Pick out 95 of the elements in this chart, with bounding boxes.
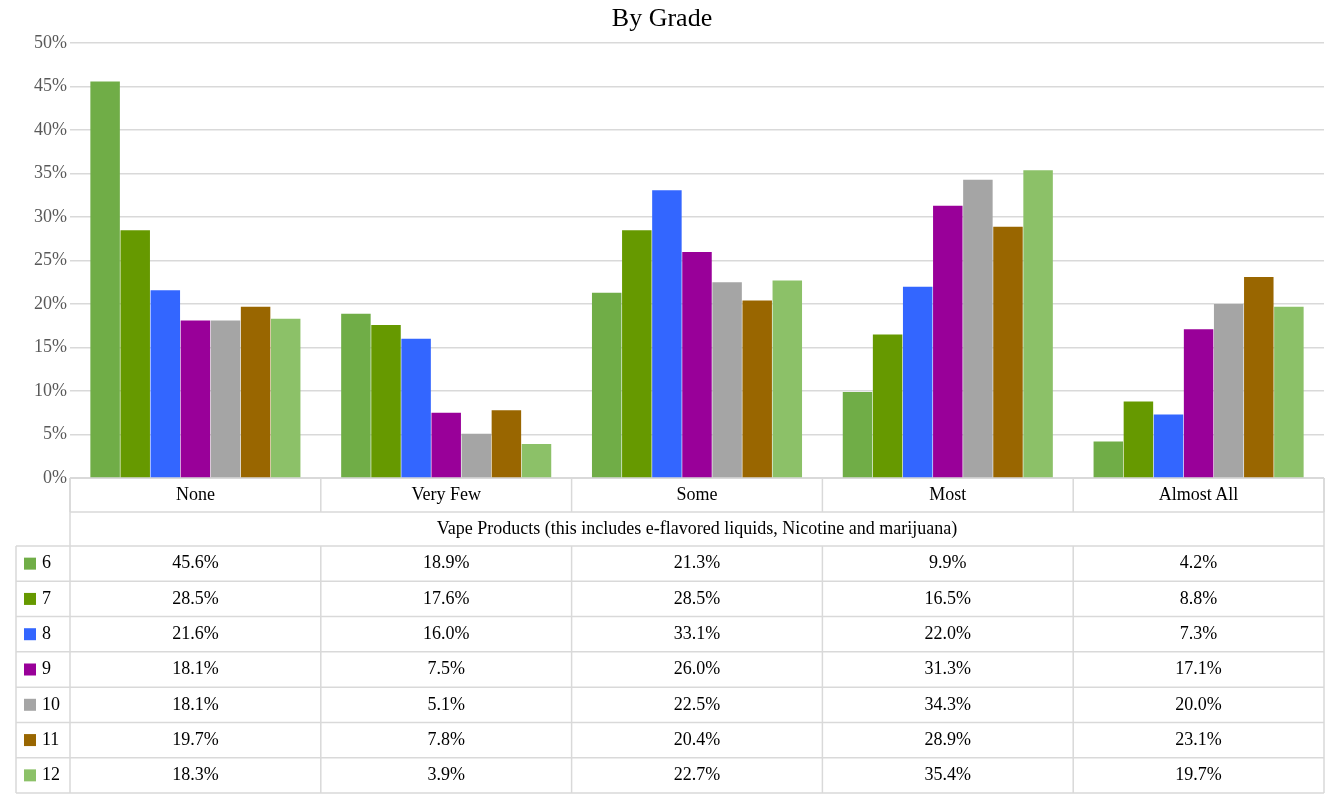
y-tick-label: 45% [34, 75, 67, 96]
bar [902, 286, 933, 478]
bar [120, 230, 150, 478]
bar [591, 292, 622, 478]
data-label: 28.5% [172, 587, 219, 608]
legend-label: 9 [42, 658, 51, 679]
y-tick-label: 20% [34, 292, 67, 313]
data-label: 20.0% [1175, 693, 1222, 714]
y-tick-label: 15% [34, 336, 67, 357]
bar [90, 81, 120, 478]
bar [1183, 329, 1214, 478]
y-tick-label: 0% [43, 466, 67, 487]
data-label: 45.6% [172, 552, 219, 573]
data-label: 18.3% [172, 764, 219, 785]
data-label: 9.9% [929, 552, 967, 573]
data-label: 21.3% [673, 552, 721, 573]
bar [1274, 306, 1304, 478]
data-label: 19.7% [1175, 764, 1222, 785]
legend-label: 8 [42, 622, 51, 643]
data-label: 5.1% [427, 693, 465, 714]
bar [461, 433, 492, 478]
y-tick-label: 40% [34, 118, 67, 139]
data-label: 17.6% [422, 587, 470, 608]
bar [652, 190, 682, 478]
bar [1213, 304, 1244, 478]
data-label: 22.7% [673, 764, 721, 785]
bar [180, 320, 211, 478]
data-label: 34.3% [924, 693, 972, 714]
bar [240, 306, 271, 478]
bar [491, 410, 522, 478]
data-label: 18.1% [172, 658, 219, 679]
bar [933, 205, 963, 478]
bar [341, 313, 371, 478]
data-label: 16.5% [924, 587, 972, 608]
bar [993, 226, 1023, 478]
data-label: 26.0% [673, 658, 721, 679]
bar [401, 338, 431, 478]
bar [742, 300, 772, 478]
data-label: 22.5% [673, 693, 721, 714]
bar [521, 444, 552, 478]
data-label: 23.1% [1175, 728, 1222, 749]
data-label: 35.4% [924, 764, 972, 785]
data-label: 28.9% [924, 728, 972, 749]
y-tick-label: 30% [34, 205, 67, 226]
data-label: 18.1% [172, 693, 219, 714]
data-label: 7.8% [427, 728, 465, 749]
data-label: 18.9% [422, 552, 470, 573]
x-tick-label: None [175, 483, 215, 504]
chart-title: By Grade [611, 3, 713, 33]
bar [682, 251, 712, 478]
data-label: 7.3% [1179, 622, 1218, 643]
y-tick-label: 25% [34, 249, 67, 270]
bar [210, 320, 241, 478]
x-tick-label: Most [929, 483, 967, 504]
data-label: 28.5% [673, 587, 721, 608]
bar [872, 334, 903, 478]
bar [1093, 441, 1124, 478]
data-label: 31.3% [924, 658, 972, 679]
bar [963, 179, 993, 478]
data-label: 22.0% [924, 622, 972, 643]
bar [1023, 170, 1053, 478]
bar [371, 324, 401, 478]
data-label: 4.2% [1179, 552, 1218, 573]
bar [431, 412, 461, 478]
bar [150, 290, 181, 478]
x-tick-label: Some [676, 483, 718, 504]
y-tick-label: 5% [43, 423, 67, 444]
x-axis-title: Vape Products (this includes e-flavored liquids, Nicotine and marijuana) [436, 517, 958, 539]
data-label: 20.4% [673, 728, 721, 749]
data-label: 17.1% [1175, 658, 1222, 679]
legend-label: 10 [42, 693, 60, 714]
data-label: 33.1% [673, 622, 721, 643]
bar [622, 230, 652, 478]
x-tick-label: Very Few [411, 483, 481, 504]
bar [1123, 401, 1154, 478]
legend-label: 12 [42, 764, 60, 785]
bar [1153, 414, 1184, 478]
data-label: 3.9% [427, 764, 465, 785]
bar [712, 282, 742, 478]
y-tick-label: 50% [34, 31, 67, 52]
y-tick-label: 10% [34, 379, 67, 400]
data-label: 7.5% [427, 658, 465, 679]
legend-label: 7 [42, 587, 51, 608]
x-tick-label: Almost All [1158, 483, 1239, 504]
data-label: 8.8% [1179, 587, 1218, 608]
data-label: 16.0% [422, 622, 470, 643]
bar [842, 391, 873, 478]
y-tick-label: 35% [34, 162, 67, 183]
legend-label: 6 [42, 552, 51, 573]
data-label: 19.7% [172, 728, 219, 749]
legend-label: 11 [42, 728, 60, 749]
bar [1244, 277, 1274, 478]
bar [270, 318, 301, 478]
bar [772, 280, 803, 478]
data-label: 21.6% [172, 622, 219, 643]
